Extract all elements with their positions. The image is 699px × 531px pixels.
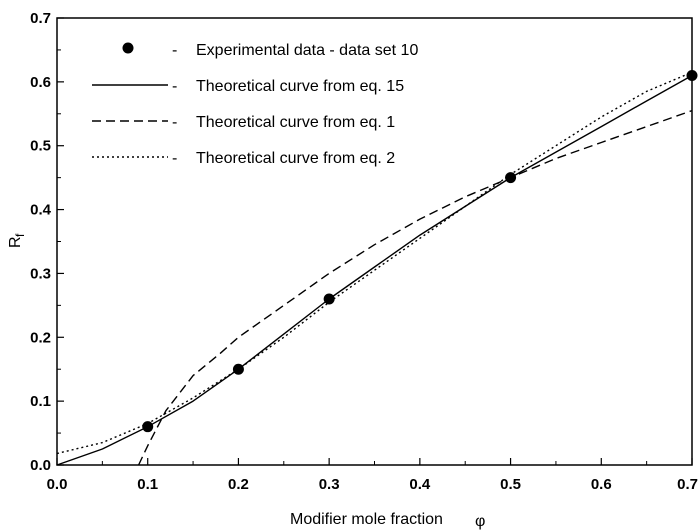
legend-separator: - [172, 114, 177, 131]
legend-separator: - [172, 150, 177, 167]
y-tick-label: 0.0 [30, 457, 51, 474]
data-point [142, 421, 154, 433]
y-tick-label: 0.4 [30, 202, 52, 219]
data-point [232, 363, 244, 375]
y-axis-label-sub: f [13, 233, 27, 237]
x-tick-label: 0.0 [47, 476, 68, 493]
legend-marker [122, 42, 134, 54]
legend-separator: - [172, 42, 177, 59]
legend-label: Theoretical curve from eq. 1 [196, 114, 395, 131]
y-axis-label: R [7, 236, 24, 248]
y-tick-label: 0.7 [30, 10, 51, 27]
curve-solid [56, 74, 693, 466]
curve-dashed [137, 109, 693, 466]
x-tick-label: 0.2 [228, 476, 249, 493]
x-tick-label: 0.4 [409, 476, 431, 493]
x-tick-label: 0.1 [137, 476, 158, 493]
y-tick-label: 0.2 [30, 329, 51, 346]
y-tick-label: 0.3 [30, 265, 51, 282]
legend-label: Theoretical curve from eq. 2 [196, 150, 395, 167]
legend-separator: - [172, 78, 177, 95]
x-axis-label: Modifier mole fraction [290, 511, 443, 528]
x-tick-label: 0.5 [500, 476, 521, 493]
data-point [505, 172, 517, 184]
y-tick-label: 0.5 [30, 138, 51, 155]
curve-dotted [56, 71, 693, 455]
data-point [323, 293, 335, 305]
x-axis-symbol: φ [475, 513, 485, 530]
curves [56, 71, 693, 466]
legend: - Experimental data - data set 10 - Theoret… [92, 42, 418, 167]
x-tick-label: 0.6 [591, 476, 612, 493]
y-tick-label: 0.6 [30, 74, 51, 91]
y-tick-label: 0.1 [30, 393, 51, 410]
legend-label: Theoretical curve from eq. 15 [196, 78, 404, 95]
data-point [686, 69, 698, 81]
x-tick-label: 0.7 [677, 476, 698, 493]
data-markers [142, 69, 698, 433]
y-axis-label-group: R f [7, 233, 27, 248]
legend-label: Experimental data - data set 10 [196, 42, 418, 59]
axis-ticks: 0.0 0.1 0.2 0.3 0.4 0.5 0.6 0.7 0.0 0.1 0.2 0.3 0.4 0… [30, 10, 698, 493]
x-tick-label: 0.3 [319, 476, 340, 493]
